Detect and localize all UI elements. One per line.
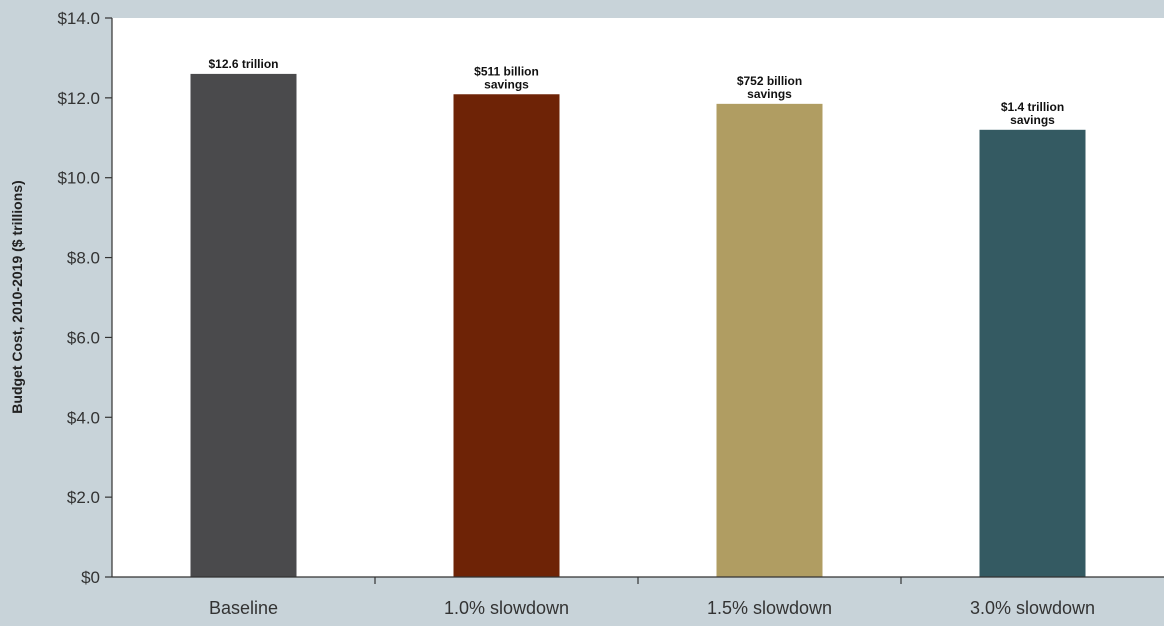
y-tick-label: $8.0 (67, 249, 100, 268)
data-label: $752 billion (737, 74, 802, 88)
bar (716, 103, 823, 577)
y-tick-label: $10.0 (57, 169, 100, 188)
y-axis-title: Budget Cost, 2010-2019 ($ trillions) (9, 180, 25, 413)
y-tick-label: $2.0 (67, 488, 100, 507)
data-label: savings (484, 77, 529, 91)
data-label: $1.4 trillion (1001, 100, 1064, 114)
data-label: $12.6 trillion (208, 57, 278, 71)
y-tick-label: $14.0 (57, 9, 100, 28)
bar (979, 129, 1086, 578)
bar (190, 73, 297, 578)
bars-layer (190, 73, 1086, 578)
category-label: 1.5% slowdown (707, 598, 832, 618)
data-label: savings (747, 87, 792, 101)
category-label: Baseline (209, 598, 278, 618)
y-tick-label: $6.0 (67, 328, 100, 347)
axes-layer: $0 $2.0 $4.0 $6.0 $8.0 $10.0 $12.0 $14.0 Baselin… (57, 9, 1164, 618)
bar (453, 94, 560, 577)
y-tick-label: $4.0 (67, 408, 100, 427)
y-tick-label: $12.0 (57, 89, 100, 108)
data-label: $511 billion (474, 64, 539, 78)
category-label: 1.0% slowdown (444, 598, 569, 618)
y-tick-label: $0 (81, 568, 100, 587)
data-label: savings (1010, 113, 1055, 127)
category-label: 3.0% slowdown (970, 598, 1095, 618)
